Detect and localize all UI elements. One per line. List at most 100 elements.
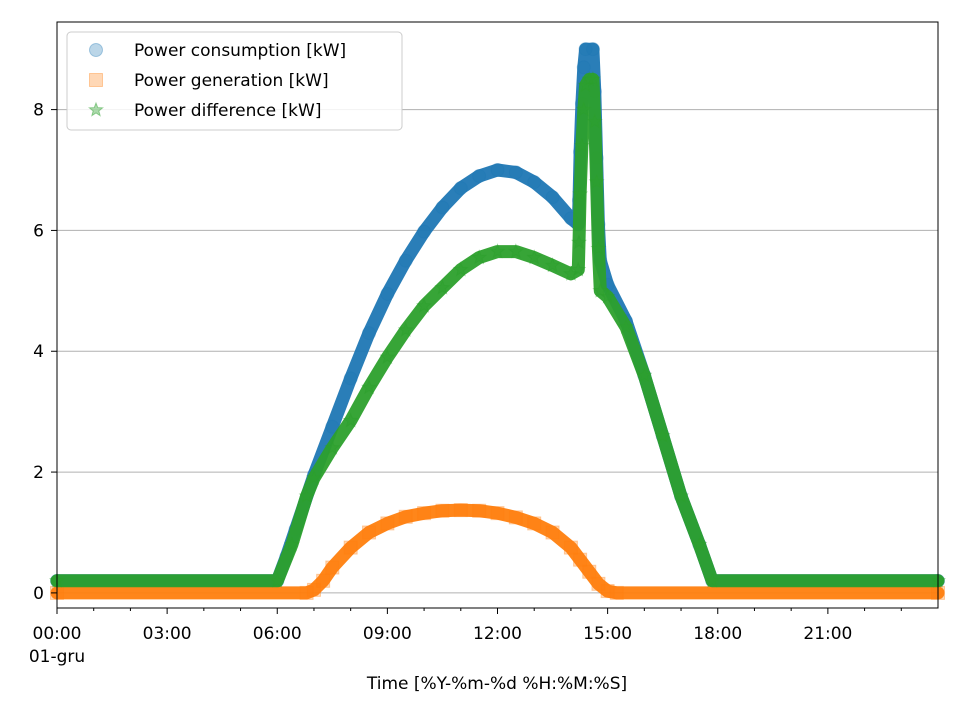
series-3-point-23 (575, 101, 592, 117)
x-tick-label-0: 00:00 (33, 624, 82, 644)
series-3-point-4 (305, 469, 322, 485)
series-1-point-8 (380, 286, 395, 301)
x-tick-label-4: 12:00 (473, 624, 522, 644)
series-3-point-12 (452, 261, 469, 277)
legend-marker-2 (89, 73, 103, 87)
series-3-point-16 (526, 249, 543, 265)
series-3-point-26 (584, 71, 601, 87)
series-2-point-21 (600, 584, 615, 599)
series-3-point-6 (342, 412, 359, 428)
series-1-point-24 (578, 42, 593, 57)
series-1-point-16 (527, 175, 542, 190)
series-3-point-3 (298, 487, 315, 504)
series-2 (50, 503, 945, 600)
series-2-point-12 (472, 503, 487, 518)
series-2-point-8 (398, 509, 413, 524)
series-3-point-27 (586, 113, 603, 129)
series-1-point-7 (362, 326, 377, 341)
series-3-point-25 (581, 70, 598, 87)
series-layer (49, 42, 946, 600)
axes: 0 2 4 6 8 00:00 01-gru 03:00 06:00 09:00 12:00 15:0… (29, 101, 902, 667)
series-1-point-6 (343, 371, 358, 386)
series-2-point-4 (325, 560, 340, 575)
series-3-point-10 (416, 297, 433, 313)
series-2-point-3 (316, 573, 331, 588)
legend-label-2: Power generation [kW] (134, 71, 329, 91)
legend-marker-1 (89, 43, 103, 57)
series-3-point-21 (572, 185, 589, 201)
series-3-point-1 (269, 572, 286, 588)
series-3-point-9 (397, 321, 414, 337)
series-2-point-13 (490, 506, 505, 521)
x-tick-label-6: 18:00 (693, 624, 742, 644)
series-1-point-15 (508, 165, 523, 180)
series-2-point-18 (573, 552, 588, 567)
y-tick-label-2: 4 (33, 342, 44, 362)
series-3-point-22 (573, 137, 590, 153)
series-1-point-23 (576, 60, 591, 75)
x-tick-label-2: 06:00 (253, 624, 302, 644)
x-tick-label-7: 21:00 (803, 624, 852, 644)
series-2-point-2 (306, 582, 321, 597)
series-3-point-30 (592, 282, 609, 298)
series-3-point-11 (434, 279, 451, 295)
series-1-point-12 (453, 181, 468, 196)
y-tick-label-3: 6 (33, 221, 44, 241)
series-3-point-20 (571, 234, 587, 250)
x-tick-sublabel-0: 01-gru (29, 647, 85, 667)
series-3-point-28 (588, 173, 605, 189)
series-1-point-14 (490, 163, 505, 178)
series-3-point-8 (379, 348, 396, 365)
series-2-point-6 (362, 525, 377, 540)
series-3-point-34 (654, 427, 671, 443)
legend-label-1: Power consumption [kW] (134, 41, 346, 61)
series-2-point-11 (453, 503, 468, 518)
series-2-point-19 (582, 564, 597, 579)
series-2-point-15 (527, 516, 542, 531)
series-3-point-32 (617, 318, 634, 334)
series-2-point-16 (545, 525, 560, 540)
series-3-point-2 (283, 536, 300, 552)
series-3-point-36 (691, 536, 708, 552)
series-3-point-14 (489, 243, 506, 259)
y-tick-label-1: 2 (33, 463, 44, 483)
series-3-point-35 (673, 487, 690, 504)
x-tick-label-1: 03:00 (143, 624, 192, 644)
series-3-point-7 (361, 379, 378, 395)
series-3-point-37 (704, 572, 721, 588)
legend: Power consumption [kW] Power generation [… (66, 31, 403, 131)
series-1-point-9 (398, 253, 413, 268)
series-2-point-14 (508, 510, 523, 525)
series-3-point-17 (544, 257, 561, 273)
series-3-point-24 (577, 77, 594, 93)
series-2-point-17 (563, 540, 578, 555)
series-line-2 (50, 503, 945, 600)
y-tick-label-0: 0 (33, 584, 44, 604)
series-2-point-9 (417, 506, 432, 521)
y-tick-label-4: 8 (33, 101, 44, 121)
series-3-point-31 (599, 288, 616, 304)
series-2-point-20 (591, 576, 606, 591)
series-1-point-13 (472, 169, 487, 184)
series-1-point-25 (585, 42, 600, 57)
series-3-point-5 (324, 439, 341, 455)
legend-box (66, 31, 403, 131)
series-2-point-1 (299, 585, 314, 600)
series-3-point-18 (562, 265, 579, 281)
x-axis-label: Time [%Y-%m-%d %H:%M:%S] (366, 674, 627, 694)
series-3-point-33 (636, 367, 653, 383)
series-2-point-5 (343, 540, 358, 555)
series-1-point-10 (417, 224, 432, 239)
x-tick-label-3: 09:00 (363, 624, 412, 644)
series-2-point-7 (380, 516, 395, 531)
series-line-3 (50, 72, 945, 588)
legend-label-3: Power difference [kW] (134, 101, 321, 121)
legend-marker-3 (88, 101, 104, 117)
series-1-point-11 (435, 200, 450, 215)
series-3-point-19 (570, 261, 587, 277)
series-2-point-22 (609, 585, 624, 600)
series-1-point-17 (545, 190, 560, 205)
series-3-point-15 (507, 243, 524, 259)
series-3-point-29 (590, 240, 607, 256)
